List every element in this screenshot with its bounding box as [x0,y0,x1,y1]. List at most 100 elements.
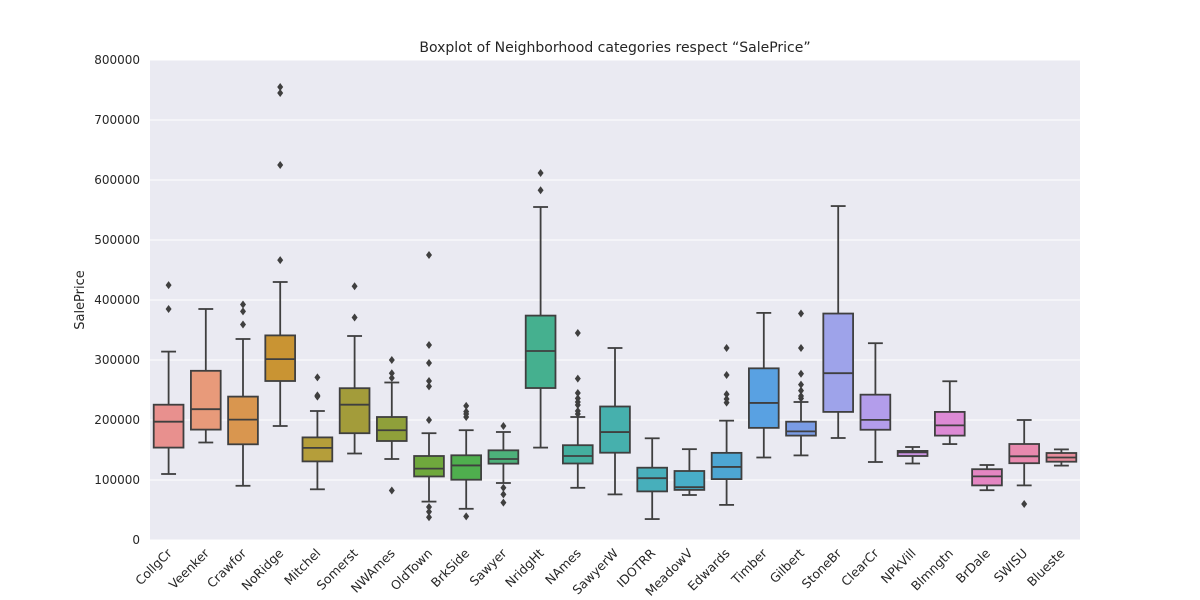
box-nwames [376,356,408,495]
iqr-box [934,411,966,437]
outlier-point [723,390,730,399]
outlier-point [574,374,581,383]
y-tick-label: 200000 [94,413,140,427]
outlier-point [165,281,172,290]
outlier-point [463,401,470,410]
outlier-point [500,483,507,492]
iqr-box [896,449,929,457]
iqr-box [152,403,185,449]
box-collgcr [152,281,185,475]
outlier-point [277,161,284,169]
outlier-point [798,344,804,352]
box-idotrr [636,437,668,520]
iqr-box [1008,443,1040,465]
outlier-point [723,344,730,352]
box-sawyer [487,422,520,507]
outlier-point [463,407,470,416]
outlier-point [388,369,395,378]
box-brkside [450,401,482,521]
outlier-point [574,394,581,403]
box-mitchel [301,373,334,491]
y-tick-label: 0 [132,533,140,547]
outlier-point [388,356,395,364]
box-swisu [1008,419,1040,508]
x-tick-labels: CollgCrVeenkerCrawforNoRidgeMitchelSomer… [132,545,1068,599]
outlier-point [798,392,804,400]
box-brdale [971,464,1003,492]
y-tick-label: 800000 [94,53,140,67]
outlier-point [351,313,358,322]
outlier-point [798,386,804,395]
iqr-box [413,455,445,478]
outlier-point [426,503,432,511]
x-tick-label: StoneBr [798,545,844,591]
box-gilbert [785,309,817,457]
outlier-point [240,307,246,316]
iqr-box [301,436,334,463]
x-tick-label: NoRidge [238,545,286,593]
outlier-point [798,369,804,378]
outlier-point [463,512,470,521]
iqr-box [562,444,594,465]
box-timber [748,311,780,459]
y-tick-label: 700000 [94,113,140,127]
y-tick-label: 600000 [94,173,140,187]
box-nridght [524,169,557,449]
outlier-point [240,320,246,329]
x-tick-label: Timber [728,545,771,588]
box-oldtown [413,251,445,522]
box-crawfor [227,300,259,487]
outlier-point [723,395,730,403]
y-axis-label: SalePrice [73,270,88,330]
iqr-box [710,451,743,480]
iqr-box [376,416,408,442]
outlier-point [723,371,730,380]
outlier-point [388,486,395,495]
iqr-box [190,369,222,431]
outlier-point [537,169,544,178]
x-tick-label: Veenker [166,545,213,592]
outlier-point [314,391,321,400]
outlier-point [426,416,432,424]
y-tick-label: 100000 [94,473,140,487]
outlier-point [1021,500,1028,508]
outlier-point [500,490,507,499]
boxes-group [152,83,1078,522]
x-tick-label: BrkSide [428,545,473,590]
box-names [562,329,594,489]
outlier-point [798,380,804,389]
box-blmngtn [934,380,966,445]
y-tick-label: 500000 [94,233,140,247]
box-blueste [1045,448,1078,467]
iqr-box [971,468,1003,487]
x-tick-label: Blueste [1024,545,1068,589]
x-tick-label: BrDale [953,545,994,586]
iqr-box [785,420,817,437]
outlier-point [388,374,395,382]
outlier-point [426,359,432,367]
iqr-box [636,466,668,493]
iqr-box [673,470,706,491]
outlier-point [574,389,581,397]
outlier-point [351,282,358,291]
x-tick-label: ClearCr [838,545,882,589]
iqr-box [859,393,892,431]
iqr-box [822,312,854,413]
box-edwards [710,344,743,506]
outlier-point [314,373,321,382]
x-tick-label: NridgHt [502,545,547,590]
box-noridge [264,83,296,427]
outlier-point [277,256,284,265]
outlier-point [426,507,432,516]
outlier-point [574,329,581,337]
box-sawyerw [599,347,631,496]
box-npkvill [896,446,929,465]
chart-title: Boxplot of Neighborhood categories respe… [419,40,810,56]
y-tick-label: 300000 [94,353,140,367]
y-tick-label: 400000 [94,293,140,307]
box-somerst [338,282,371,455]
outlier-point [426,341,432,349]
outlier-point [426,382,432,391]
iqr-box [599,405,631,454]
outlier-point [426,513,432,522]
